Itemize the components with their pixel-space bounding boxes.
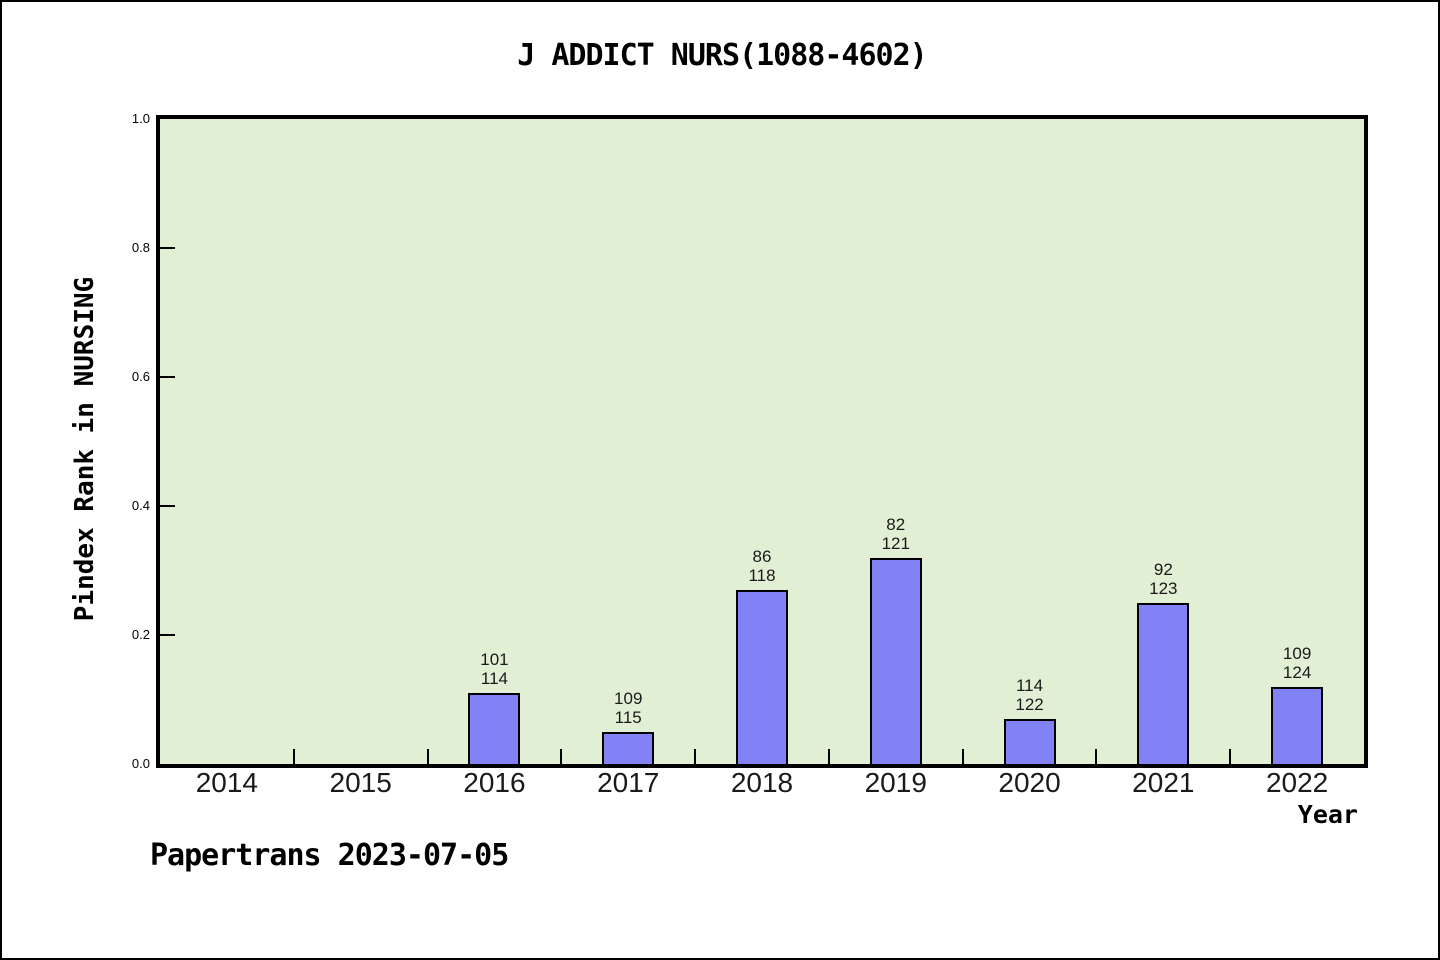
watermark-text: Papertrans 2023-07-05 xyxy=(150,838,509,873)
bar-total-value: 115 xyxy=(614,707,642,727)
chart-title: J ADDICT NURS(1088-4602) xyxy=(517,38,927,73)
bar-2018 xyxy=(736,589,788,764)
bar-value-label: 109 115 xyxy=(568,689,688,727)
x-tick-label: 2016 xyxy=(463,767,526,798)
x-tick-mark xyxy=(1229,749,1232,764)
bar-value-label: 86 118 xyxy=(702,547,822,585)
x-tick-label: 2022 xyxy=(1265,767,1329,798)
bar-rank-value: 114 xyxy=(1015,675,1044,695)
bar-total-value: 123 xyxy=(1149,578,1178,598)
bar-2017 xyxy=(602,731,655,764)
bar-2016 xyxy=(468,693,521,764)
bar-total-value: 114 xyxy=(480,669,508,689)
bar-2021 xyxy=(1137,602,1190,764)
bar-rank-value: 109 xyxy=(614,688,643,708)
x-tick-mark xyxy=(292,749,295,764)
bar-rank-value: 82 xyxy=(886,514,906,534)
x-tick-mark xyxy=(694,749,697,764)
y-tick-mark xyxy=(160,247,175,249)
x-tick-label: 2019 xyxy=(864,767,927,798)
x-tick-label: 2017 xyxy=(597,767,660,798)
x-tick-mark xyxy=(827,749,830,764)
bar-value-label: 101 114 xyxy=(434,650,554,688)
plot-area: 2014 2015 2016 2017 2018 2019 2020 2021 2022 0.0 0… xyxy=(132,111,1368,798)
y-tick-mark xyxy=(160,376,175,378)
bar-total-value: 121 xyxy=(881,533,910,553)
y-axis-label: Pindex Rank in NURSING xyxy=(70,276,100,622)
bar-rank-value: 92 xyxy=(1153,559,1173,579)
x-tick-mark xyxy=(560,749,563,764)
bar-rank-value: 109 xyxy=(1282,643,1312,663)
x-tick-label: 2020 xyxy=(998,767,1061,798)
bar-total-value: 122 xyxy=(1015,694,1044,714)
bar-value-label: 114 122 xyxy=(970,676,1090,714)
y-tick-label: 0.2 xyxy=(131,627,150,642)
x-tick-label: 2014 xyxy=(195,767,259,798)
bar-2019 xyxy=(869,557,922,764)
bar-rank-value: 86 xyxy=(752,546,772,566)
y-tick-label: 0.4 xyxy=(131,498,150,513)
bar-value-label: 92 123 xyxy=(1103,560,1223,598)
bar-value-label: 109 124 xyxy=(1237,644,1357,682)
bar-rank-value: 101 xyxy=(480,650,509,670)
bar-total-value: 124 xyxy=(1282,662,1312,682)
y-tick-label: 0.6 xyxy=(131,369,150,384)
y-tick-label: 0.0 xyxy=(131,756,150,771)
x-axis-label: Year xyxy=(1297,800,1358,829)
bar-2022 xyxy=(1271,686,1324,764)
y-tick-label: 1.0 xyxy=(131,111,150,126)
x-tick-mark xyxy=(961,749,964,764)
x-tick-label: 2015 xyxy=(329,767,392,798)
bar-total-value: 118 xyxy=(748,565,776,585)
bar-value-label: 82 121 xyxy=(836,515,956,553)
x-tick-label: 2018 xyxy=(730,767,794,798)
bar-2020 xyxy=(1003,718,1056,764)
y-tick-label: 0.8 xyxy=(131,240,150,255)
y-tick-mark xyxy=(160,634,175,636)
x-tick-label: 2021 xyxy=(1132,767,1195,798)
x-tick-mark xyxy=(426,749,429,764)
y-tick-mark xyxy=(160,505,175,507)
x-tick-mark xyxy=(1095,749,1098,764)
